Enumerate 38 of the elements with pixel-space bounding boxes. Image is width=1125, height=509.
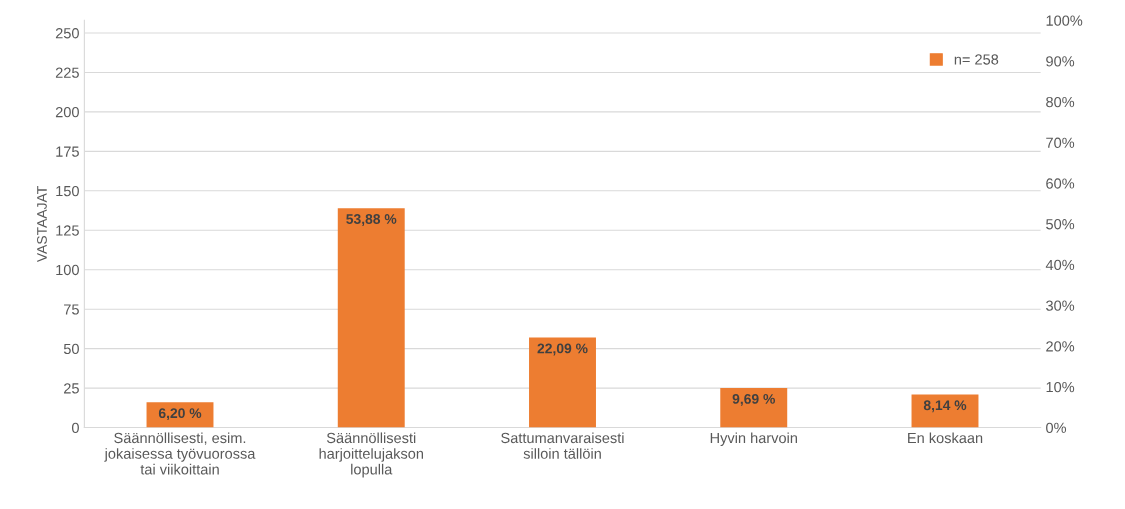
y-tick-label: 225 (55, 67, 79, 78)
data-label: 9,69 % (732, 394, 776, 406)
y-tick-label: 0 (71, 422, 79, 433)
legend-label: n= 258 (954, 54, 999, 65)
data-label: 8,14 % (923, 400, 967, 413)
y2-tick-label: 70% (1046, 137, 1075, 148)
y2-tick-label: 50% (1046, 219, 1075, 230)
data-label: 22,09 % (537, 343, 588, 356)
y-tick-label: 125 (56, 225, 79, 236)
y-tick-label: 50 (63, 343, 79, 355)
x-tick-label: Hyvin harvoin (710, 432, 797, 447)
y-tick-label: 25 (64, 383, 79, 394)
x-tick-label: En koskaan (908, 432, 983, 444)
y-axis-title: VASTAAJAT (37, 186, 47, 263)
y-tick-label: 175 (56, 146, 79, 157)
bar (911, 394, 979, 428)
y-tick-label: 200 (55, 107, 79, 118)
y-tick-label: 150 (56, 185, 79, 197)
y-tick-label: 100 (56, 264, 79, 276)
x-tick-label: Säännöllisesti harjoittelujakson lopulla (319, 432, 423, 478)
data-label: 6,20 % (158, 408, 202, 421)
x-tick-label: Säännöllisesti, esim. jokaisessa työvuorossa tai viikoittain (104, 432, 256, 475)
y-tick-label: 75 (64, 304, 79, 315)
y2-tick-label: 90% (1046, 56, 1075, 67)
y2-tick-label: 0% (1046, 422, 1067, 433)
data-label: 53,88 % (346, 214, 397, 226)
bar (337, 208, 405, 428)
y2-tick-label: 80% (1046, 96, 1075, 108)
y2-tick-label: 60% (1046, 178, 1075, 189)
bar (529, 337, 596, 428)
y2-tick-label: 10% (1046, 381, 1075, 393)
y2-tick-label: 100% (1046, 15, 1083, 26)
y2-tick-label: 30% (1046, 300, 1075, 311)
y2-tick-label: 20% (1046, 341, 1075, 352)
bar (720, 388, 788, 428)
y-tick-label: 250 (55, 28, 79, 39)
x-tick-label: Sattumanvaraisesti silloin tällöin (501, 432, 624, 459)
y2-tick-label: 40% (1045, 259, 1075, 271)
